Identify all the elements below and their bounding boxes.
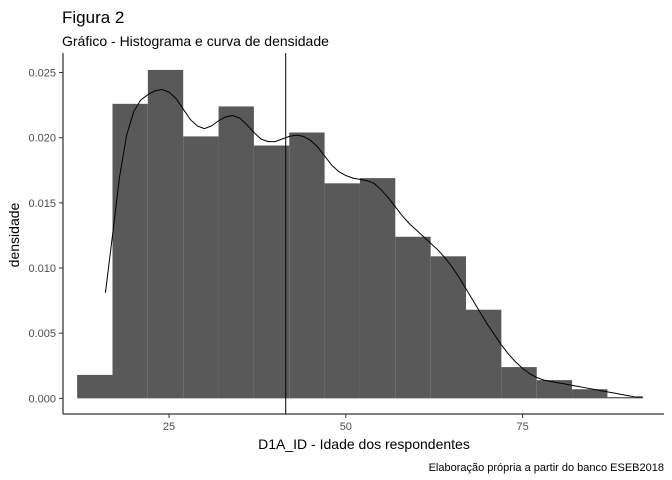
- density-curve: [104, 88, 643, 398]
- histogram-bar-3: [183, 136, 219, 399]
- chart-caption: Elaboração própria a partir do banco ESE…: [429, 462, 664, 474]
- chart-title: Figura 2: [62, 8, 124, 27]
- histogram-bar-4: [218, 106, 254, 399]
- histogram-bar-0: [77, 374, 113, 399]
- y-tick-label: 0.000: [28, 393, 56, 405]
- y-tick-label: 0.020: [28, 133, 56, 145]
- histogram-bar-6: [289, 132, 325, 399]
- histogram-bars: [77, 69, 643, 399]
- histogram-bar-8: [359, 178, 396, 399]
- histogram-bar-10: [430, 256, 467, 399]
- y-axis-ticks: 0.000 0.005 0.010 0.015 0.020 0.025: [28, 68, 63, 405]
- x-tick-label: 25: [163, 421, 175, 433]
- chart-subtitle: Gráfico - Histograma e curva de densidad…: [62, 33, 329, 49]
- histogram-bar-12: [501, 367, 537, 399]
- histogram-bar-7: [324, 183, 360, 399]
- y-tick-label: 0.025: [28, 68, 56, 80]
- y-tick-label: 0.005: [28, 328, 56, 340]
- histogram-bar-1: [112, 103, 148, 399]
- density-curve-layer: [104, 88, 643, 398]
- histogram-bar-15: [607, 397, 643, 399]
- histogram-bar-11: [466, 309, 502, 399]
- x-axis-ticks: 25 50 75: [163, 414, 529, 433]
- x-axis-label: D1A_ID - Idade dos respondentes: [258, 436, 470, 452]
- y-tick-label: 0.015: [28, 198, 56, 210]
- histogram-bar-2: [147, 69, 184, 399]
- histogram-bar-9: [395, 236, 431, 399]
- histogram-bar-14: [572, 389, 608, 399]
- x-tick-label: 75: [516, 421, 528, 433]
- y-axis-label: densidade: [6, 202, 22, 267]
- histogram-bar-5: [253, 145, 290, 399]
- x-tick-label: 50: [340, 421, 352, 433]
- histogram-bar-13: [536, 380, 573, 399]
- y-tick-label: 0.010: [28, 263, 56, 275]
